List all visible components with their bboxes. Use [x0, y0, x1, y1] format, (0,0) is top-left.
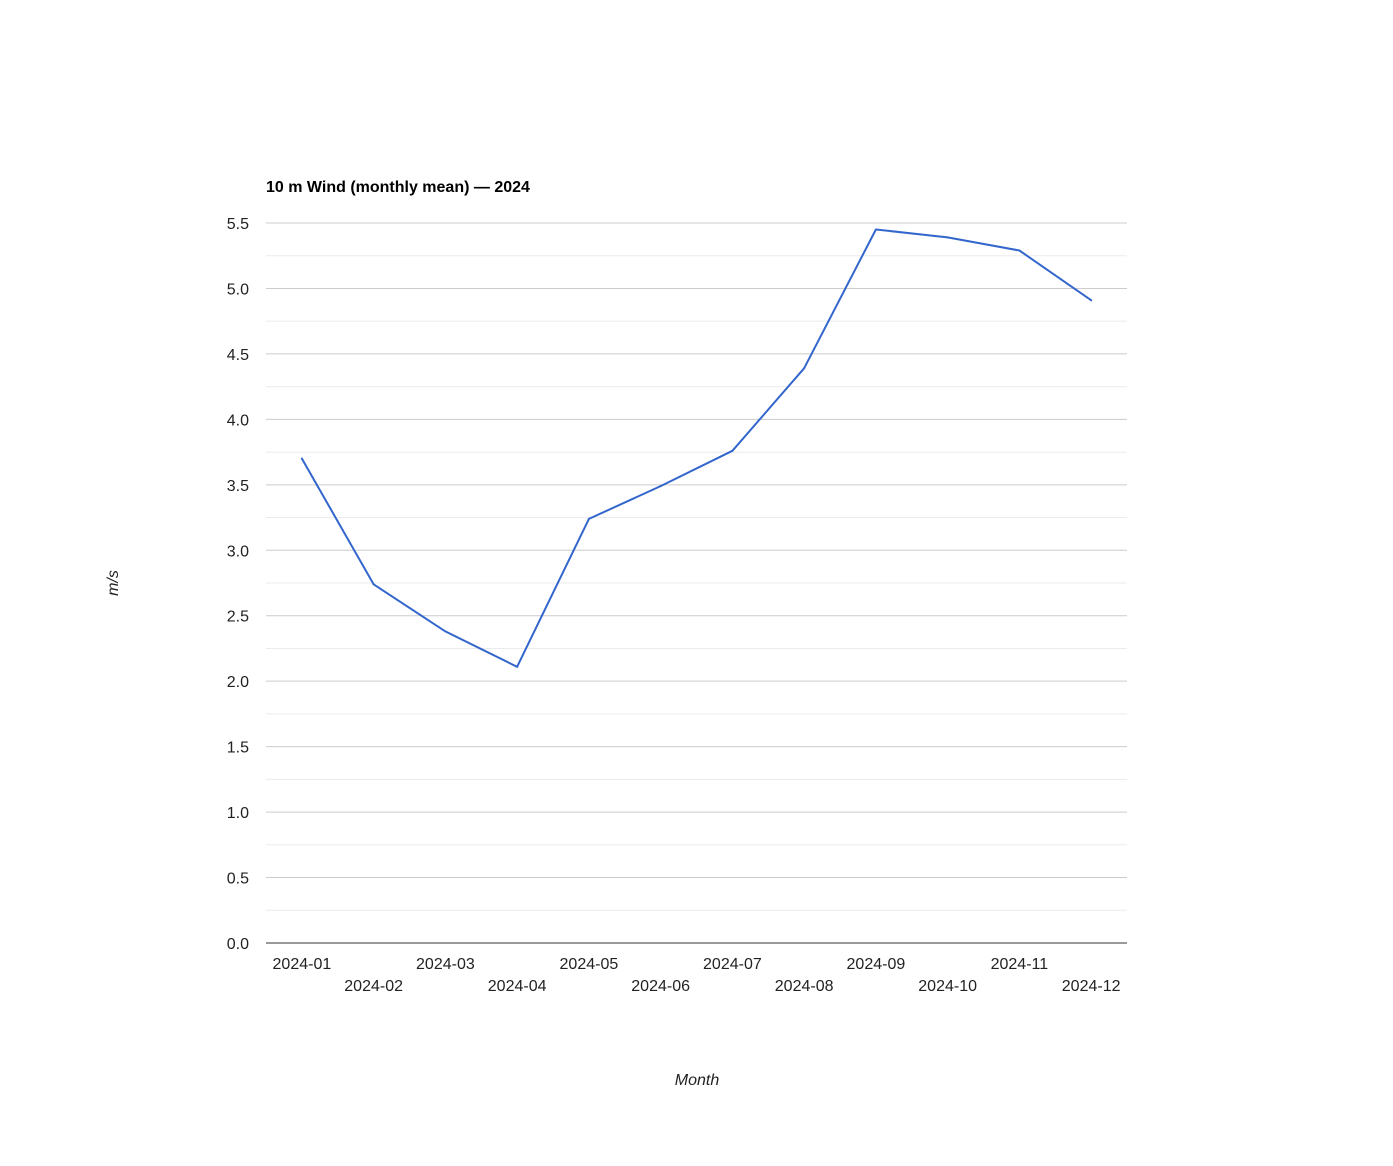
data-point — [659, 485, 662, 488]
y-tick-label: 0.5 — [227, 871, 249, 888]
x-tick-label: 2024-01 — [273, 956, 332, 973]
data-point — [1090, 299, 1093, 302]
data-point — [444, 630, 447, 633]
series-line — [300, 228, 1093, 668]
y-tick-label: 1.0 — [227, 805, 249, 822]
y-tick-label: 2.5 — [227, 609, 249, 626]
y-tick-label: 0.0 — [227, 936, 249, 953]
y-tick-label: 2.0 — [227, 674, 249, 691]
major-gridlines — [266, 222, 1127, 879]
y-tick-label: 1.5 — [227, 740, 249, 757]
x-tick-label: 2024-08 — [775, 978, 834, 995]
x-tick-label: 2024-03 — [416, 956, 475, 973]
data-point — [874, 228, 877, 231]
x-axis-tick-labels: 2024-01 2024-02 2024-03 2024-04 2024-05 2024-… — [273, 956, 1121, 995]
minor-gridlines — [266, 255, 1127, 911]
data-point — [946, 236, 949, 239]
x-tick-label: 2024-04 — [488, 978, 547, 995]
chart-title: 10 m Wind (monthly mean) — 2024 — [266, 179, 530, 196]
data-point — [1018, 249, 1021, 252]
data-point — [372, 583, 375, 586]
y-axis-tick-labels: 0.0 0.5 1.0 1.5 2.0 2.5 3.0 3.5 4.0 4.5 5.0 5.5 — [227, 216, 249, 953]
x-tick-label: 2024-11 — [991, 956, 1049, 973]
y-tick-label: 4.0 — [227, 412, 249, 429]
x-tick-label: 2024-09 — [847, 956, 906, 973]
y-tick-label: 5.0 — [227, 281, 249, 298]
y-axis-title: m/s — [105, 570, 122, 596]
x-tick-label: 2024-06 — [631, 978, 690, 995]
data-point — [731, 449, 734, 452]
series-line-group — [300, 228, 1093, 668]
x-axis-title: Month — [675, 1072, 720, 1089]
y-tick-label: 3.0 — [227, 543, 249, 560]
data-point — [587, 517, 590, 520]
y-tick-label: 5.5 — [227, 216, 249, 233]
y-tick-label: 4.5 — [227, 347, 249, 364]
x-tick-label: 2024-05 — [560, 956, 619, 973]
data-point — [803, 367, 806, 370]
data-point — [516, 665, 519, 668]
x-tick-label: 2024-02 — [344, 978, 403, 995]
y-tick-label: 3.5 — [227, 478, 249, 495]
data-point — [300, 457, 303, 460]
x-tick-label: 2024-07 — [703, 956, 762, 973]
x-tick-label: 2024-12 — [1062, 978, 1121, 995]
x-tick-label: 2024-10 — [918, 978, 977, 995]
